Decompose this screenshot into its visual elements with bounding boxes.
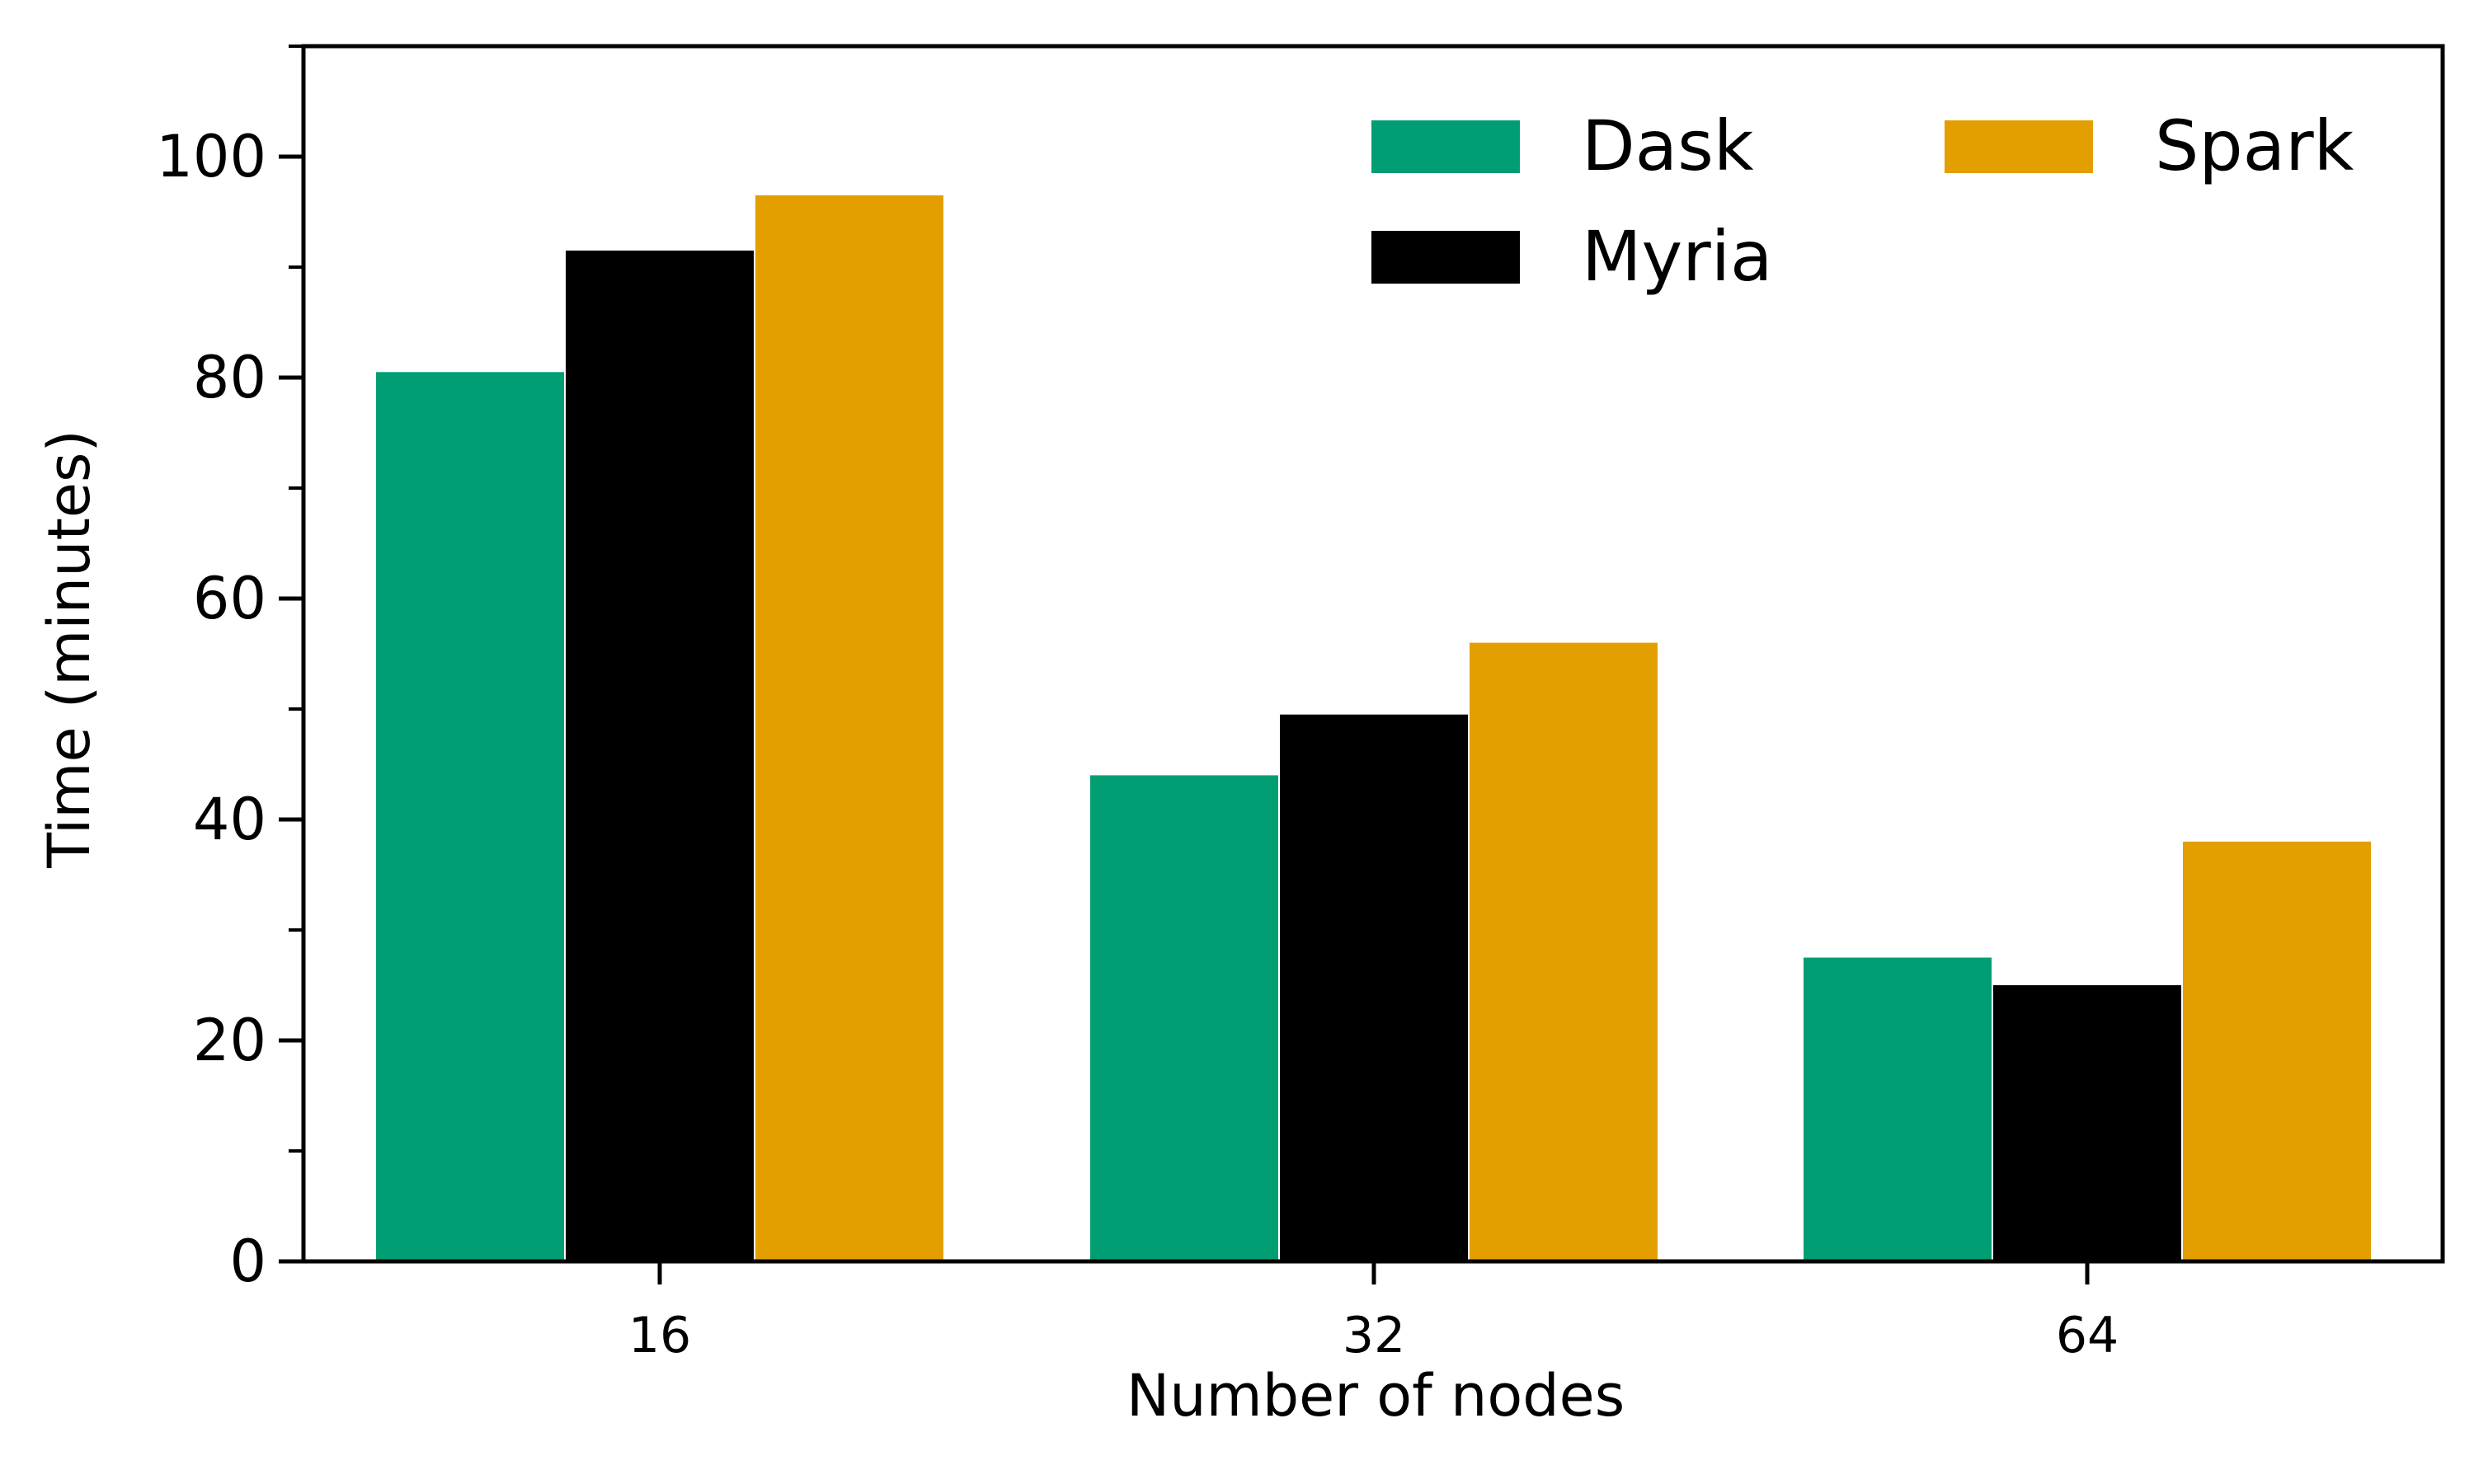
y-tick-label: 80: [193, 344, 266, 411]
y-tick-label: 20: [193, 1007, 266, 1074]
bar-myria-16: [566, 250, 754, 1261]
legend-label-spark: Spark: [2155, 106, 2354, 186]
y-tick-label: 40: [193, 786, 266, 853]
legend-swatch-spark: [1945, 120, 2093, 173]
bar-dask-16: [376, 372, 564, 1261]
y-tick-label: 60: [193, 565, 266, 632]
x-tick-label: 16: [628, 1307, 691, 1364]
y-tick-label: 100: [156, 123, 266, 190]
legend-label-myria: Myria: [1582, 216, 1773, 297]
legend-label-dask: Dask: [1582, 106, 1754, 186]
legend-swatch-dask: [1371, 120, 1520, 173]
axes-layer: 0 20 40 60 80 100 16 32 64: [156, 44, 2445, 1364]
x-tick-label: 64: [2056, 1307, 2119, 1364]
y-tick-label: 0: [229, 1228, 266, 1295]
bar-spark-16: [755, 195, 943, 1261]
bar-myria-32: [1280, 714, 1468, 1261]
bar-dask-64: [1804, 957, 1992, 1261]
bar-spark-64: [2183, 841, 2371, 1261]
bars-layer: [376, 195, 2371, 1261]
x-tick-label: 32: [1343, 1307, 1405, 1364]
bar-spark-32: [1470, 642, 1658, 1261]
x-axis-label: Number of nodes: [1126, 1362, 1625, 1430]
bar-myria-64: [1993, 985, 2181, 1261]
y-axis-label: Time (minutes): [35, 430, 103, 869]
legend: Dask Myria Spark: [1371, 106, 2354, 297]
legend-swatch-myria: [1371, 231, 1520, 284]
bar-dask-32: [1090, 775, 1278, 1261]
